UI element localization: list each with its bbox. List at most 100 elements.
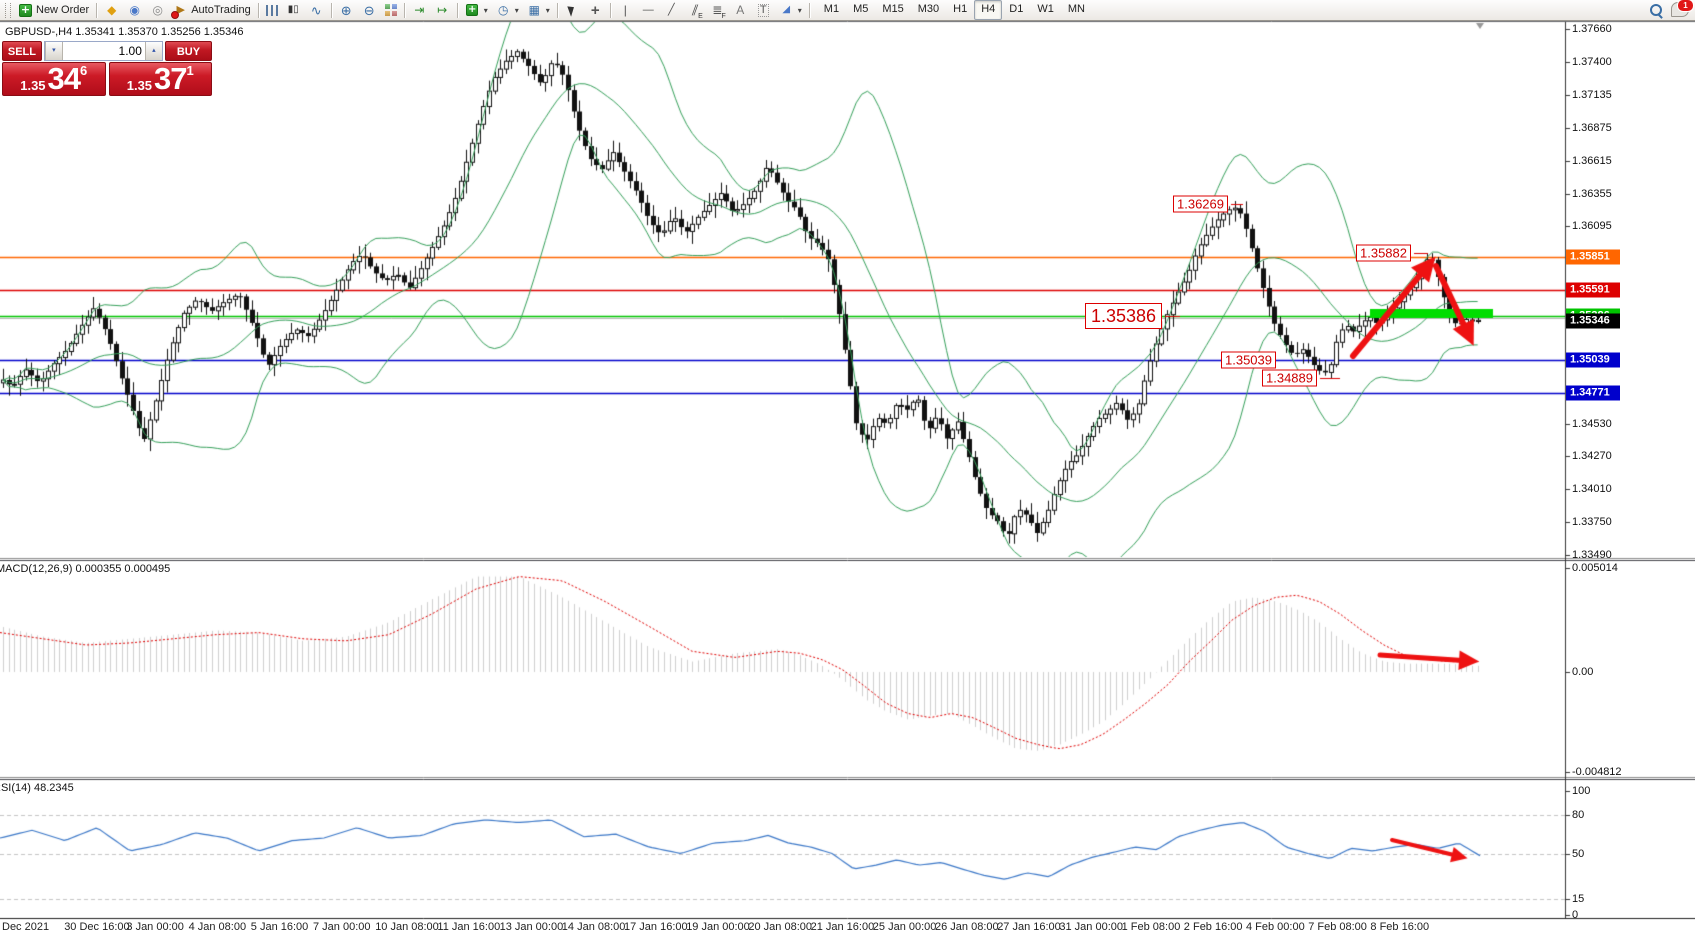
price-callout-label[interactable]: 1.36269 (1173, 195, 1228, 213)
fibonacci-button[interactable] (706, 0, 729, 20)
toolbar-separator (257, 2, 259, 18)
price-axis-tick: 1.37400 (1572, 55, 1612, 68)
candlestick-chart-button[interactable] (282, 0, 305, 20)
price-axis-tick: 1.37135 (1572, 89, 1612, 102)
dropdown-caret-icon: ▾ (483, 5, 488, 15)
timeframe-h1-button[interactable]: H1 (953, 3, 968, 15)
crosshair-button[interactable] (584, 0, 607, 20)
line-chart-button[interactable] (305, 0, 328, 20)
autotrading-status-dot (171, 10, 180, 19)
ea-icon (127, 3, 142, 18)
horizontal-line-button[interactable] (637, 0, 660, 20)
rsi-axis-tick: 80 (1572, 808, 1585, 821)
vline-icon (618, 3, 633, 18)
signals-button[interactable] (146, 0, 169, 20)
chart-shift-button[interactable] (431, 0, 454, 20)
date-axis-label: 5 Jan 16:00 (250, 921, 309, 933)
new-order-button[interactable]: New Order (14, 0, 93, 20)
textA-icon (733, 3, 748, 18)
arrows-button[interactable]: ▾ (775, 0, 806, 20)
equidistant-channel-button[interactable] (683, 0, 706, 20)
volume-increase-button[interactable]: ▴ (144, 42, 162, 60)
price-axis-tick: 1.36875 (1572, 121, 1612, 134)
volume-input[interactable] (62, 42, 145, 60)
auto-icon (171, 3, 188, 19)
sell-button[interactable]: SELL (2, 41, 42, 61)
price-axis-tick: 1.36615 (1572, 154, 1612, 167)
autotrading-button[interactable]: AutoTrading (169, 0, 255, 20)
price-axis-tick: 1.33750 (1572, 516, 1612, 529)
date-axis-label: 13 Jan 00:00 (499, 921, 564, 933)
price-callout-label[interactable]: 1.35386 (1085, 302, 1163, 329)
expert-advisors-button[interactable] (123, 0, 146, 20)
symbol-ohlc-info: GBPUSD-,H4 1.35341 1.35370 1.35256 1.353… (5, 26, 244, 38)
date-axis-label: 26 Jan 08:00 (935, 921, 999, 933)
crayon-button[interactable] (100, 0, 123, 20)
indicators-button[interactable]: ▾ (461, 0, 492, 20)
bar-chart-button[interactable] (262, 0, 282, 20)
tile-windows-button[interactable] (381, 0, 401, 20)
fibo-icon (710, 3, 725, 20)
shapes-icon (779, 3, 794, 18)
textT-icon (756, 3, 771, 18)
date-axis-label: 1 Feb 08:00 (1121, 921, 1181, 933)
rsi-axis-tick: 100 (1572, 785, 1591, 797)
volume-decrease-button[interactable]: ▾ (44, 42, 63, 60)
price-axis-tick: 1.34270 (1572, 450, 1612, 463)
price-callout-label[interactable]: 1.35882 (1356, 244, 1411, 262)
cursor-button[interactable] (561, 0, 584, 20)
search-icon[interactable] (1649, 3, 1663, 17)
sell-price-fraction: 1.35 (20, 78, 46, 93)
timeframe-m1-button[interactable]: M1 (823, 3, 840, 15)
price-callout-label[interactable]: 1.35039 (1221, 351, 1276, 368)
date-axis-label: 4 Jan 08:00 (188, 921, 247, 933)
timeframe-w1-button[interactable]: W1 (1037, 3, 1054, 15)
templates-button[interactable]: ▾ (523, 0, 554, 20)
volume-stepper: ▾ ▴ (43, 41, 163, 61)
macd-axis-tick: -0.004812 (1572, 765, 1622, 778)
timeframe-m15-button[interactable]: M15 (882, 3, 904, 15)
macd-axis-tick: 0.005014 (1572, 561, 1618, 574)
zoom-in-button[interactable] (335, 0, 358, 20)
timeframe-mn-button[interactable]: MN (1067, 3, 1085, 15)
neworder-icon (18, 3, 33, 18)
date-axis-label: 20 Jan 08:00 (748, 921, 813, 933)
date-axis-label: 8 Feb 16:00 (1370, 921, 1430, 933)
indicators-icon (465, 3, 480, 18)
zoom-out-button[interactable] (358, 0, 381, 20)
periods-button[interactable]: ▾ (492, 0, 523, 20)
zoomin-icon (339, 3, 354, 18)
sell-price-button[interactable]: 1.35 34 6 (2, 62, 106, 96)
toolbar-separator (609, 2, 611, 18)
date-axis-label: 11 Jan 16:00 (437, 921, 501, 933)
buy-price-pip: 1 (186, 63, 194, 78)
crayon-icon (104, 3, 119, 18)
buy-button[interactable]: BUY (164, 41, 212, 61)
timeframe-m30-button[interactable]: M30 (917, 3, 940, 15)
timeframe-m5-button[interactable]: M5 (853, 3, 869, 15)
buy-price-button[interactable]: 1.35 37 1 (108, 62, 212, 96)
rsi-axis-tick: 0 (1572, 909, 1579, 921)
text-label-button[interactable] (752, 0, 775, 20)
price-axis-tick: 1.33490 (1572, 548, 1612, 561)
vertical-line-button[interactable] (614, 0, 637, 20)
date-axis-label: 3 Jan 00:00 (126, 921, 184, 933)
text-button[interactable] (729, 0, 752, 20)
toolbar-grip (5, 2, 11, 18)
price-axis-tick: 1.36355 (1572, 187, 1612, 200)
trendline-button[interactable] (660, 0, 683, 20)
price-callout-label[interactable]: 1.34889 (1262, 369, 1317, 387)
sell-price-big: 34 (47, 61, 81, 96)
timeframe-h4-button[interactable]: H4 (974, 0, 1003, 20)
auto-scroll-button[interactable] (408, 0, 431, 20)
new-order-button-label: New Order (36, 4, 90, 16)
one-click-trading-panel: SELL ▾ ▴ BUY 1.35 34 6 1.35 37 1 (2, 41, 212, 96)
timeframe-d1-button[interactable]: D1 (1009, 3, 1024, 15)
chat-icon[interactable]: 1 (1671, 0, 1694, 17)
dropdown-caret-icon: ▾ (545, 5, 550, 15)
chartshift-icon (435, 3, 450, 18)
date-axis-label: Dec 2021 (2, 921, 50, 933)
date-axis-label: 14 Jan 08:00 (561, 921, 626, 933)
